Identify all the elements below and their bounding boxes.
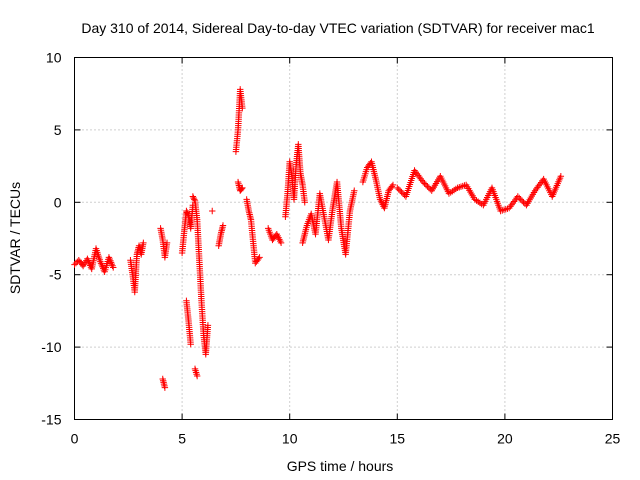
data-point (396, 187, 404, 194)
data-point (256, 254, 263, 261)
x-tick-label: 25 (605, 431, 621, 447)
x-tick-label: 15 (390, 431, 406, 447)
data-point (239, 104, 246, 112)
data-points (71, 86, 565, 391)
data-point (209, 207, 216, 215)
data-point (183, 209, 191, 216)
data-point (238, 185, 245, 192)
y-axis-label: SDTVAR / TECUs (7, 182, 23, 294)
data-point (421, 180, 428, 187)
data-point (514, 193, 522, 200)
data-point (190, 194, 197, 202)
axis-ticks: 0 5 10 15 20 25 -15 -10 -5 0 5 10 (41, 50, 620, 447)
data-point (517, 196, 524, 203)
x-axis-label: GPS time / hours (287, 458, 394, 474)
y-tick-label: 0 (54, 194, 62, 210)
data-point (461, 182, 468, 189)
data-point (183, 207, 190, 215)
y-tick-label: -5 (49, 267, 62, 283)
data-point (518, 197, 526, 205)
data-point (187, 341, 194, 348)
data-point (219, 222, 227, 229)
data-point (388, 183, 396, 190)
plot-frame (74, 57, 613, 420)
data-point (389, 181, 397, 189)
data-point (516, 194, 523, 202)
x-tick-label: 10 (282, 431, 298, 447)
data-point (422, 181, 430, 189)
data-point (424, 183, 431, 190)
data-point (110, 264, 117, 271)
data-point (204, 322, 212, 329)
data-point (419, 178, 427, 186)
data-point (398, 188, 405, 196)
y-tick-label: 10 (46, 50, 62, 66)
data-point (163, 239, 171, 247)
data-point (395, 186, 402, 193)
y-tick-label: -15 (41, 412, 61, 428)
data-point (459, 182, 466, 190)
y-tick-label: 5 (54, 122, 62, 138)
data-point (425, 184, 433, 192)
data-point (394, 184, 401, 192)
data-point (456, 184, 463, 191)
data-point (191, 196, 198, 203)
data-point (189, 193, 197, 200)
y-tick-label: -10 (41, 339, 61, 355)
x-tick-label: 0 (71, 431, 79, 447)
data-point (277, 239, 285, 247)
data-point (140, 239, 147, 247)
x-tick-label: 5 (178, 431, 186, 447)
data-point (399, 190, 407, 197)
x-tick-label: 20 (497, 431, 513, 447)
data-point (351, 187, 358, 194)
data-point (301, 199, 308, 206)
data-point (161, 384, 169, 391)
data-point (255, 255, 262, 262)
data-point (193, 372, 201, 380)
data-point (239, 184, 246, 192)
data-point (71, 261, 78, 268)
data-point (502, 206, 509, 213)
chart-title: Day 310 of 2014, Sidereal Day-to-day VTE… (81, 20, 594, 36)
data-point (520, 199, 527, 206)
data-point (557, 173, 565, 180)
